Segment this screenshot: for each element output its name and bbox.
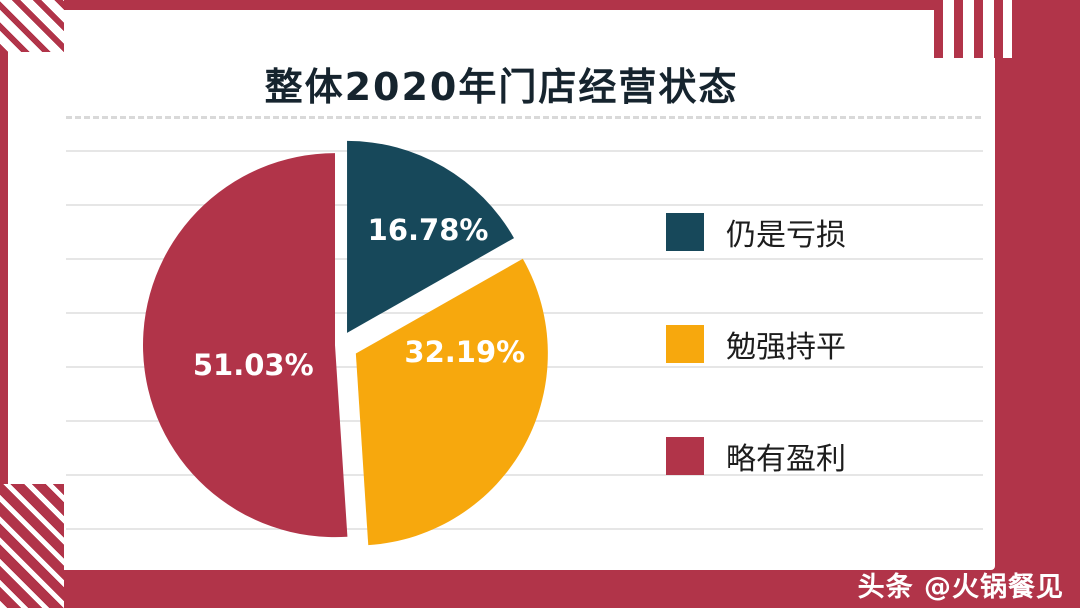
chart-card: 整体2020年门店经营状态 16.78% 32.19% 51.03% 仍是亏损 勉强… xyxy=(8,10,995,570)
legend-label-profit: 略有盈利 xyxy=(726,442,846,477)
legend-swatch-breakeven xyxy=(666,325,704,363)
legend-item-breakeven: 勉强持平 xyxy=(666,322,846,366)
pie-slice-1 xyxy=(347,140,514,333)
legend-swatch-profit xyxy=(666,437,704,475)
legend-item-loss: 仍是亏损 xyxy=(666,210,846,254)
legend-swatch-loss xyxy=(666,213,704,251)
pie-slice-label-3: 51.03% xyxy=(193,348,314,382)
pie-slice-2 xyxy=(355,258,548,546)
watermark-text: 头条 @火锅餐见 xyxy=(857,572,1064,603)
title-divider xyxy=(66,116,981,119)
chart-title: 整体2020年门店经营状态 xyxy=(264,65,739,109)
pie-slice-label-1: 16.78% xyxy=(368,213,489,247)
watermark: 头条 @火锅餐见 xyxy=(858,565,1064,604)
legend-item-profit: 略有盈利 xyxy=(666,434,846,478)
decor-stripes-bottom-left-icon xyxy=(0,484,64,608)
legend-label-breakeven: 勉强持平 xyxy=(726,330,846,365)
decor-stripes-top-left-icon xyxy=(0,0,64,52)
legend-label-loss: 仍是亏损 xyxy=(726,218,846,253)
pie-slice-3 xyxy=(143,153,348,538)
legend: 仍是亏损 勉强持平 略有盈利 xyxy=(666,210,846,478)
pie-chart: 16.78% 32.19% 51.03% xyxy=(143,140,548,546)
pie-slice-label-2: 32.19% xyxy=(404,335,525,369)
decor-stripes-top-right-icon xyxy=(934,0,1012,58)
